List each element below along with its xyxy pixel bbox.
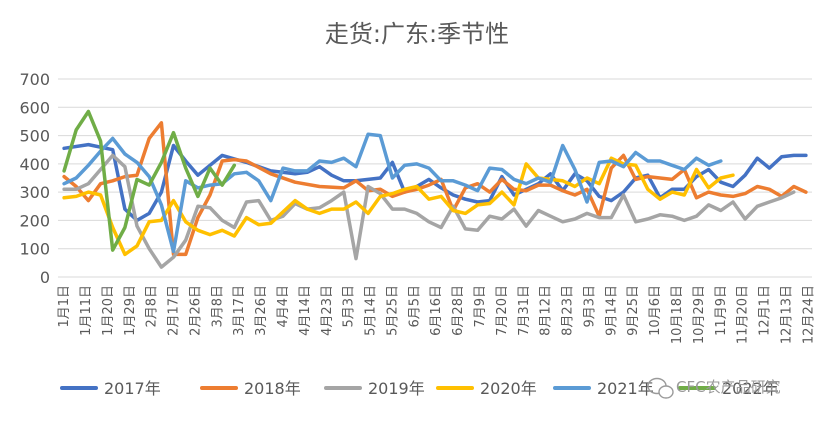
x-tick-label: 6月16日 xyxy=(429,285,444,336)
x-tick-label: 5月3日 xyxy=(342,285,357,328)
x-axis: 1月1日 1月11日 1月20日 1月29日 2月8日 2月17日 2月26日 3月8日 3月1… xyxy=(57,285,816,344)
legend-item: 2021年 xyxy=(553,379,654,398)
x-tick-label: 2月17日 xyxy=(167,285,182,336)
y-axis: 0 100 200 300 400 500 600 700 xyxy=(19,70,50,287)
wechat-icon xyxy=(647,377,674,399)
legend-label: 2018年 xyxy=(244,379,301,398)
legend-item: 2018年 xyxy=(200,379,301,398)
legend-label: 2022年 xyxy=(722,379,779,398)
legend: 2017年 2018年 2019年 2020年 2021年 2022年 xyxy=(60,379,779,398)
y-tick-label: 200 xyxy=(19,211,50,230)
x-tick-label: 11月20日 xyxy=(736,285,751,344)
x-tick-label: 2月26日 xyxy=(188,285,203,336)
legend-label: 2019年 xyxy=(368,379,425,398)
x-tick-label: 3月8日 xyxy=(210,285,225,328)
legend-item: 2022年 xyxy=(678,379,779,398)
legend-item: 2017年 xyxy=(60,379,161,398)
x-tick-label: 8月23日 xyxy=(561,285,576,336)
series-line xyxy=(62,156,735,257)
series-line xyxy=(62,109,237,252)
x-tick-label: 4月23日 xyxy=(320,285,335,336)
x-tick-label: 12月13日 xyxy=(779,285,794,344)
x-tick-label: 1月29日 xyxy=(123,285,138,336)
legend-item: 2019年 xyxy=(324,379,425,398)
legend-label: 2021年 xyxy=(597,379,654,398)
watermark: CFC农产品研究 xyxy=(647,377,781,399)
series-line xyxy=(62,132,723,254)
legend-item: 2020年 xyxy=(436,379,537,398)
x-tick-label: 11月9日 xyxy=(714,285,729,336)
y-tick-label: 100 xyxy=(19,240,50,259)
y-tick-label: 300 xyxy=(19,183,50,202)
x-tick-label: 12月1日 xyxy=(758,285,773,336)
watermark-text: CFC农产品研究 xyxy=(676,378,781,396)
x-tick-label: 8月12日 xyxy=(539,285,554,336)
x-tick-label: 4月4日 xyxy=(276,285,291,328)
x-tick-label: 5月25日 xyxy=(385,285,400,336)
x-tick-label: 7月9日 xyxy=(473,285,488,328)
x-tick-label: 3月17日 xyxy=(232,285,247,336)
x-tick-label: 5月14日 xyxy=(364,285,379,336)
x-tick-label: 1月20日 xyxy=(101,285,116,336)
legend-label: 2017年 xyxy=(104,379,161,398)
x-tick-label: 10月18日 xyxy=(670,285,685,344)
x-tick-label: 9月25日 xyxy=(626,285,641,336)
y-tick-label: 400 xyxy=(19,155,50,174)
x-tick-label: 7月31日 xyxy=(517,285,532,336)
x-tick-label: 9月3日 xyxy=(582,285,597,328)
y-tick-label: 0 xyxy=(40,268,50,287)
x-tick-label: 6月28日 xyxy=(451,285,466,336)
y-tick-label: 500 xyxy=(19,127,50,146)
x-tick-label: 9月14日 xyxy=(604,285,619,336)
x-tick-label: 12月24日 xyxy=(801,285,816,344)
legend-label: 2020年 xyxy=(480,379,537,398)
x-tick-label: 1月11日 xyxy=(79,285,94,336)
x-tick-label: 6月5日 xyxy=(407,285,422,328)
plot-area xyxy=(62,109,808,269)
x-tick-label: 3月26日 xyxy=(254,285,269,336)
x-tick-label: 7月20日 xyxy=(495,285,510,336)
x-tick-label: 4月14日 xyxy=(298,285,313,336)
y-tick-label: 700 xyxy=(19,70,50,89)
y-tick-label: 600 xyxy=(19,98,50,117)
series-line xyxy=(62,153,796,269)
x-tick-label: 2月8日 xyxy=(145,285,160,328)
chart-title: 走货:广东:季节性 xyxy=(325,20,509,48)
series-line xyxy=(62,142,808,223)
x-tick-label: 1月1日 xyxy=(57,285,72,328)
x-tick-label: 10月6日 xyxy=(648,285,663,336)
x-tick-label: 10月29日 xyxy=(692,285,707,344)
